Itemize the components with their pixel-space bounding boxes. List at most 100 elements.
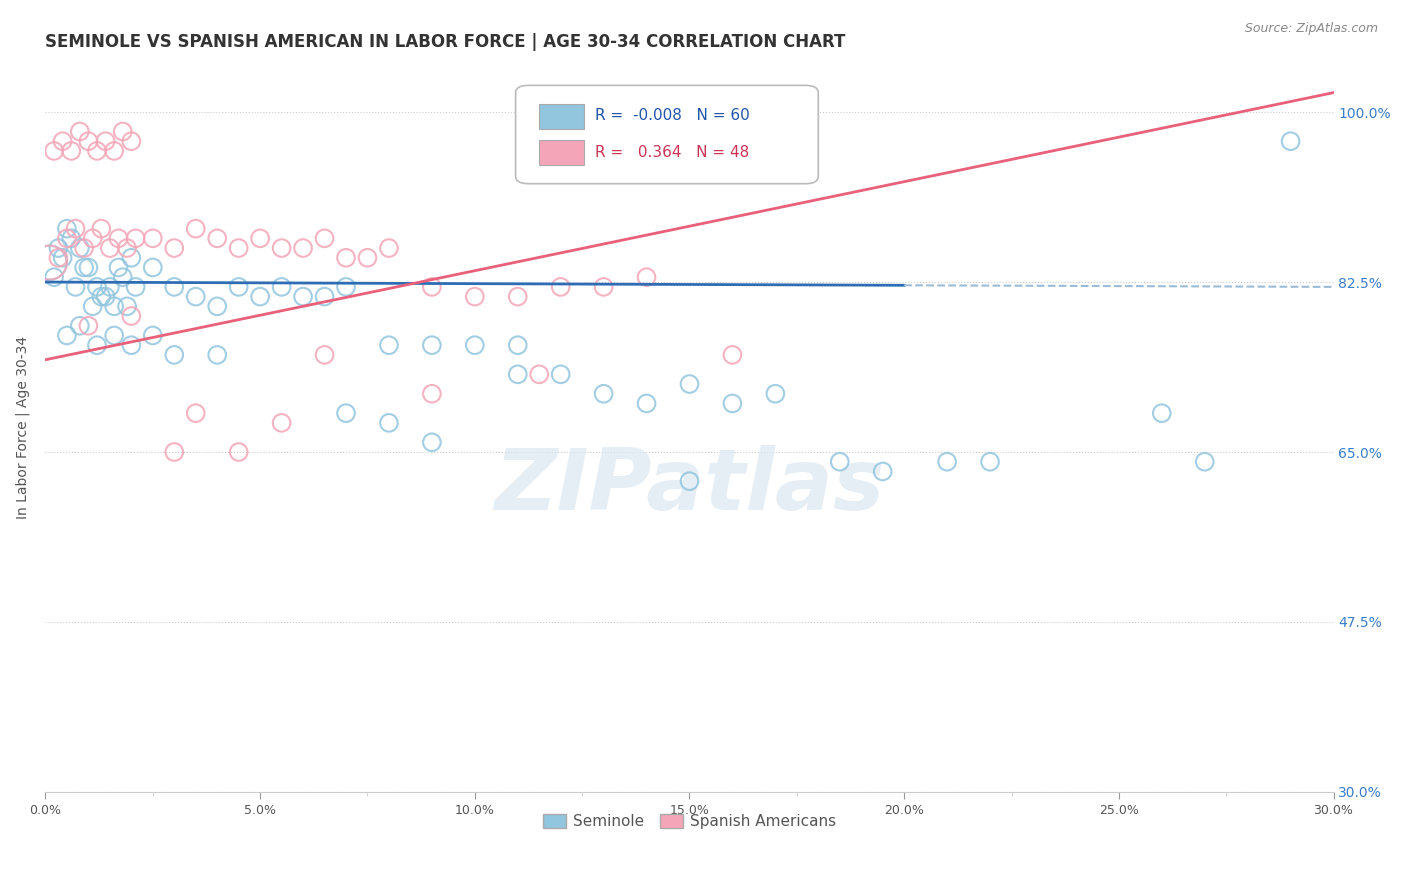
Point <box>69 241 91 255</box>
Point <box>592 280 614 294</box>
Point <box>763 386 786 401</box>
Point <box>1279 134 1302 148</box>
Point <box>828 455 851 469</box>
Point <box>42 270 65 285</box>
Point <box>249 231 271 245</box>
Point <box>115 299 138 313</box>
Point <box>378 241 401 255</box>
Point <box>184 290 207 304</box>
FancyBboxPatch shape <box>538 140 583 166</box>
Point <box>60 231 83 245</box>
Point <box>550 280 572 294</box>
Point <box>378 416 401 430</box>
Point <box>184 406 207 420</box>
Point <box>56 221 79 235</box>
Point <box>335 406 357 420</box>
Point <box>120 338 142 352</box>
Point <box>270 241 292 255</box>
Point <box>124 231 146 245</box>
Point <box>721 348 744 362</box>
Point <box>464 290 486 304</box>
Point <box>592 386 614 401</box>
Point <box>1194 455 1216 469</box>
Point <box>228 241 250 255</box>
Text: ZIPatlas: ZIPatlas <box>495 444 884 527</box>
Point <box>936 455 959 469</box>
Point <box>73 241 96 255</box>
Point <box>42 144 65 158</box>
Point <box>124 280 146 294</box>
Point <box>872 465 894 479</box>
Point <box>90 221 112 235</box>
Point <box>77 134 100 148</box>
Point <box>103 144 125 158</box>
Point <box>69 124 91 138</box>
Point <box>98 241 121 255</box>
Point <box>77 318 100 333</box>
Point <box>506 338 529 352</box>
Point <box>163 348 186 362</box>
Point <box>205 299 228 313</box>
Point <box>56 328 79 343</box>
Point <box>111 270 134 285</box>
Point <box>38 255 60 269</box>
Text: Source: ZipAtlas.com: Source: ZipAtlas.com <box>1244 22 1378 36</box>
Point <box>38 255 60 269</box>
Point <box>120 309 142 323</box>
Point <box>249 290 271 304</box>
Point <box>65 221 87 235</box>
Point <box>678 377 700 392</box>
Point <box>529 368 551 382</box>
Point <box>420 280 443 294</box>
Point <box>678 474 700 488</box>
Point <box>205 348 228 362</box>
Point <box>60 144 83 158</box>
Point <box>420 386 443 401</box>
Point <box>82 299 104 313</box>
FancyBboxPatch shape <box>516 86 818 184</box>
Point <box>94 290 117 304</box>
Point <box>52 134 75 148</box>
Point <box>335 280 357 294</box>
Point <box>979 455 1001 469</box>
Point <box>142 231 165 245</box>
Point <box>69 318 91 333</box>
Point <box>292 290 315 304</box>
Point <box>292 241 315 255</box>
Point <box>107 231 129 245</box>
Text: R =  -0.008   N = 60: R = -0.008 N = 60 <box>596 109 751 123</box>
Point <box>335 251 357 265</box>
Point <box>163 280 186 294</box>
Point <box>86 338 108 352</box>
Point <box>314 290 336 304</box>
Point <box>636 396 658 410</box>
Point <box>184 221 207 235</box>
Point <box>163 445 186 459</box>
Point <box>464 338 486 352</box>
Point <box>120 251 142 265</box>
Point <box>73 260 96 275</box>
Point <box>636 270 658 285</box>
Point <box>82 231 104 245</box>
Point <box>420 435 443 450</box>
Point <box>48 251 70 265</box>
Point <box>90 290 112 304</box>
Point <box>378 338 401 352</box>
Point <box>142 260 165 275</box>
FancyBboxPatch shape <box>538 103 583 129</box>
Point <box>270 416 292 430</box>
Point <box>115 241 138 255</box>
Point <box>56 231 79 245</box>
Point <box>228 445 250 459</box>
Point <box>314 348 336 362</box>
Point <box>65 280 87 294</box>
Point <box>1150 406 1173 420</box>
Point <box>94 134 117 148</box>
Point <box>77 260 100 275</box>
Legend: Seminole, Spanish Americans: Seminole, Spanish Americans <box>537 808 842 835</box>
Point <box>98 280 121 294</box>
Point <box>52 251 75 265</box>
Point <box>111 124 134 138</box>
Point <box>103 299 125 313</box>
Text: SEMINOLE VS SPANISH AMERICAN IN LABOR FORCE | AGE 30-34 CORRELATION CHART: SEMINOLE VS SPANISH AMERICAN IN LABOR FO… <box>45 33 846 51</box>
